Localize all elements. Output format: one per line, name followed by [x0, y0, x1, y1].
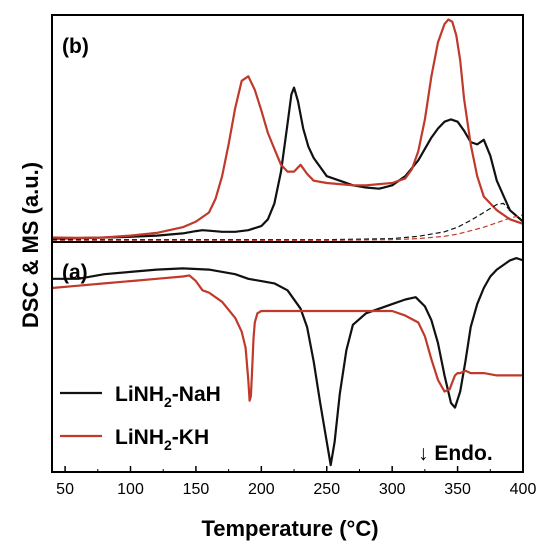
series-line-bottom-0	[52, 257, 524, 467]
x-tick-label: 400	[510, 481, 537, 498]
x-tick-label: 150	[183, 481, 210, 498]
annotation-endo: ↓ Endo.	[418, 442, 493, 465]
panel-label-b: (b)	[62, 35, 89, 58]
panel-label-a: (a)	[62, 261, 88, 284]
y-axis-label: DSC & MS (a.u.)	[18, 162, 43, 328]
legend-label-kh: LiNH2-KH	[115, 426, 209, 453]
legend-label-nah: LiNH2-NaH	[115, 383, 221, 410]
x-tick-label: 50	[56, 481, 74, 498]
series-line-top-1	[51, 18, 524, 239]
x-tick-label: 250	[313, 481, 340, 498]
plot-frame	[51, 14, 524, 473]
series-line-top-3	[52, 214, 524, 242]
x-tick-label: 100	[117, 481, 144, 498]
series-line-bottom-1	[51, 274, 523, 402]
x-tick-label: 300	[379, 481, 406, 498]
series-line-top-0	[51, 86, 524, 240]
x-tick-label: 350	[444, 481, 471, 498]
legend: LiNH2-NaH LiNH2-KH	[60, 383, 221, 453]
x-axis-label: Temperature (°C)	[201, 516, 378, 541]
series-line-top-2	[52, 202, 524, 241]
x-tick-label: 200	[248, 481, 275, 498]
